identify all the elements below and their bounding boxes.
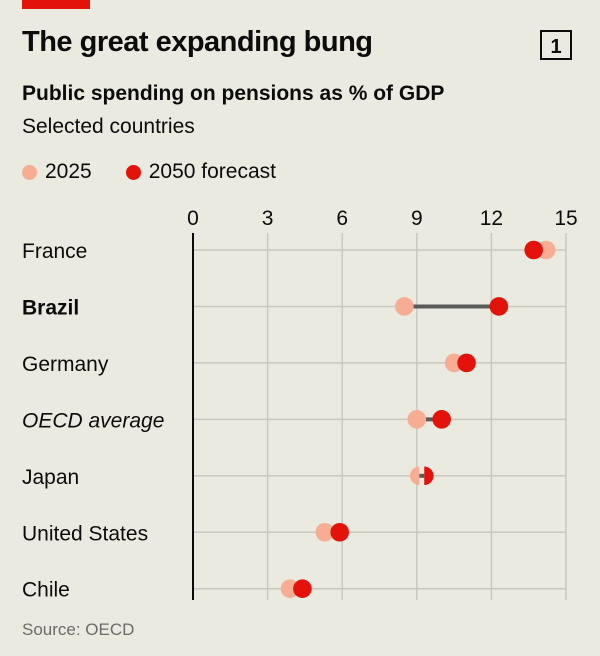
chart-subtitle-2: Selected countries — [22, 115, 195, 138]
category-label: Brazil — [22, 296, 79, 319]
dot-2050 — [457, 353, 476, 373]
x-tick-label: 3 — [262, 207, 274, 230]
chart-title: The great expanding bung — [22, 26, 373, 58]
x-tick-label: 0 — [187, 207, 199, 230]
x-tick-label: 6 — [336, 207, 348, 230]
legend: 2025 2050 forecast — [22, 160, 310, 184]
legend-swatch-2025 — [22, 164, 37, 180]
dot-2050 — [424, 466, 434, 486]
category-label: France — [22, 240, 87, 263]
x-tick-label: 12 — [480, 207, 503, 230]
x-tick-label: 9 — [411, 207, 423, 230]
legend-label-2050: 2050 forecast — [148, 160, 276, 183]
dot-2025 — [395, 297, 414, 316]
dot-2025 — [315, 522, 335, 542]
dot-2050 — [432, 410, 451, 429]
legend-item-2050: 2050 forecast — [125, 160, 276, 184]
category-label: Japan — [22, 466, 79, 489]
legend-label-2025: 2025 — [45, 160, 92, 183]
legend-item-2025: 2025 — [22, 160, 92, 184]
chart-subtitle: Public spending on pensions as % of GDP — [22, 82, 445, 105]
source-note: Source: OECD — [22, 620, 135, 639]
dot-2050 — [330, 522, 350, 542]
dot-2050 — [293, 579, 312, 598]
category-label: United States — [22, 522, 148, 545]
category-label: Germany — [22, 353, 109, 376]
legend-swatch-2050 — [125, 164, 141, 180]
brand-red-bar — [22, 0, 90, 9]
dot-2050 — [489, 297, 509, 316]
x-tick-label: 15 — [554, 207, 577, 230]
category-label: Chile — [22, 579, 70, 602]
dot-2050 — [524, 240, 543, 260]
chart-number-badge: 1 — [540, 30, 572, 60]
dot-2025 — [409, 466, 420, 486]
dot-2025 — [407, 410, 427, 429]
category-label: OECD average — [22, 409, 164, 432]
